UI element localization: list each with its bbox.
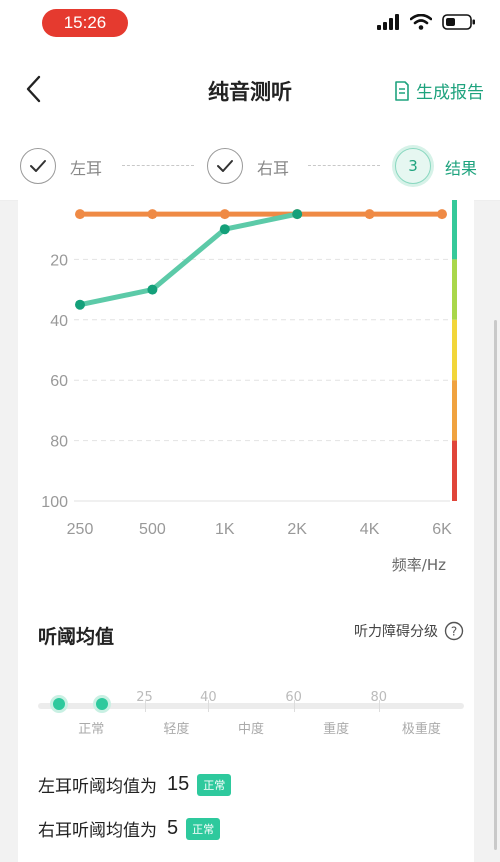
scale-category-label: 重度 [323, 722, 350, 737]
scale-divider [144, 700, 146, 712]
x-tick-label: 2K [287, 521, 307, 538]
right-ear-result: 右耳听阈均值为 5 正常 [38, 816, 221, 841]
series-point-1 [75, 299, 85, 310]
left-ear-result: 左耳听阈均值为 15 正常 [38, 772, 232, 797]
left-ear-status-badge: 正常 [197, 773, 232, 796]
severity-segment [452, 259, 457, 320]
signal-icon [377, 14, 399, 30]
scale-tick-label: 80 [370, 690, 388, 705]
severity-segment [452, 200, 457, 260]
step-left-ear-circle[interactable] [20, 148, 56, 184]
scale-divider [378, 700, 380, 712]
x-tick-label: 6K [432, 521, 452, 538]
y-tick-label: 40 [50, 313, 68, 330]
step-progress: 左耳 右耳 3 结果 [0, 132, 500, 201]
left-ear-result-label: 左耳听阈均值为 [38, 777, 157, 797]
series-line-1 [77, 211, 300, 308]
status-icons [376, 14, 476, 30]
status-bar: 15:26 [0, 0, 500, 48]
step-number: 3 [408, 157, 418, 175]
scale-tick-label: 40 [200, 690, 217, 705]
step-connector [308, 165, 380, 166]
status-time: 15:26 [42, 9, 128, 37]
right-ear-result-value: 5 [167, 817, 179, 839]
threshold-scale: 25 40 60 80 正常 轻度 中度 重度 极重度 [38, 674, 464, 744]
document-icon [395, 80, 409, 101]
step-right-ear-label[interactable]: 右耳 [257, 159, 290, 178]
scale-divider [208, 700, 210, 712]
series-point-0 [147, 209, 158, 220]
severity-segment [452, 440, 457, 501]
right-ear-status-badge: 正常 [186, 817, 221, 840]
scale-category-label: 极重度 [401, 722, 441, 737]
check-icon [30, 160, 46, 172]
step-right-ear-circle[interactable] [207, 148, 243, 184]
generate-report-button[interactable]: 生成报告 [394, 78, 484, 103]
severity-segment [452, 380, 457, 441]
scale-track [38, 703, 464, 709]
right-ear-result-label: 右耳听阈均值为 [38, 821, 157, 841]
x-tick-label: 500 [139, 521, 166, 538]
check-icon [217, 160, 233, 172]
step-connector [122, 165, 194, 166]
scale-divider [293, 700, 295, 712]
left-ear-result-value: 15 [167, 773, 190, 795]
svg-text:?: ? [451, 625, 457, 639]
series-point-0 [75, 209, 85, 220]
series-point-0 [219, 209, 230, 220]
threshold-marker [95, 698, 108, 710]
series-point-1 [292, 209, 303, 220]
step-left-ear-label[interactable]: 左耳 [70, 159, 103, 178]
help-icon[interactable]: ? [444, 621, 464, 641]
scale-category-label: 轻度 [163, 722, 190, 737]
step-result-circle[interactable]: 3 [395, 148, 431, 184]
y-tick-label: 20 [50, 252, 68, 269]
scale-tick-label: 25 [136, 690, 153, 705]
report-label: 生成报告 [416, 83, 484, 103]
scrollbar[interactable] [494, 320, 497, 850]
step-result-label[interactable]: 结果 [445, 159, 478, 178]
hearing-grade-link[interactable]: 听力障碍分级 ? [354, 621, 464, 641]
threshold-marker [53, 698, 66, 710]
x-tick-label: 4K [360, 521, 380, 538]
series-point-1 [147, 284, 158, 295]
scale-tick-label: 60 [285, 690, 302, 705]
x-axis-label: 频率/Hz [392, 556, 446, 574]
y-tick-label: 60 [50, 373, 68, 390]
grade-label: 听力障碍分级 [354, 624, 438, 640]
back-arrow-icon[interactable] [20, 74, 50, 104]
threshold-section-title: 听阈均值 [38, 626, 115, 648]
result-card: 20 40 60 80 100 250 500 1K 2K 4K 6K 频率/Hz 听阈均值 听力障碍… [18, 200, 474, 862]
wifi-icon [410, 14, 432, 30]
x-tick-label: 250 [67, 521, 94, 538]
series-point-0 [437, 209, 447, 220]
severity-segment [452, 319, 457, 381]
series-point-0 [364, 209, 375, 220]
battery-icon [442, 14, 475, 30]
y-tick-label: 100 [41, 494, 68, 511]
nav-bar: 纯音测听 生成报告 [0, 48, 500, 132]
scale-category-label: 正常 [78, 722, 105, 737]
y-tick-label: 80 [50, 434, 68, 451]
audiogram-chart: 20 40 60 80 100 250 500 1K 2K 4K 6K 频率/Hz [41, 200, 457, 574]
x-tick-label: 1K [215, 521, 235, 538]
scale-category-label: 中度 [237, 722, 265, 737]
series-point-1 [219, 224, 230, 235]
